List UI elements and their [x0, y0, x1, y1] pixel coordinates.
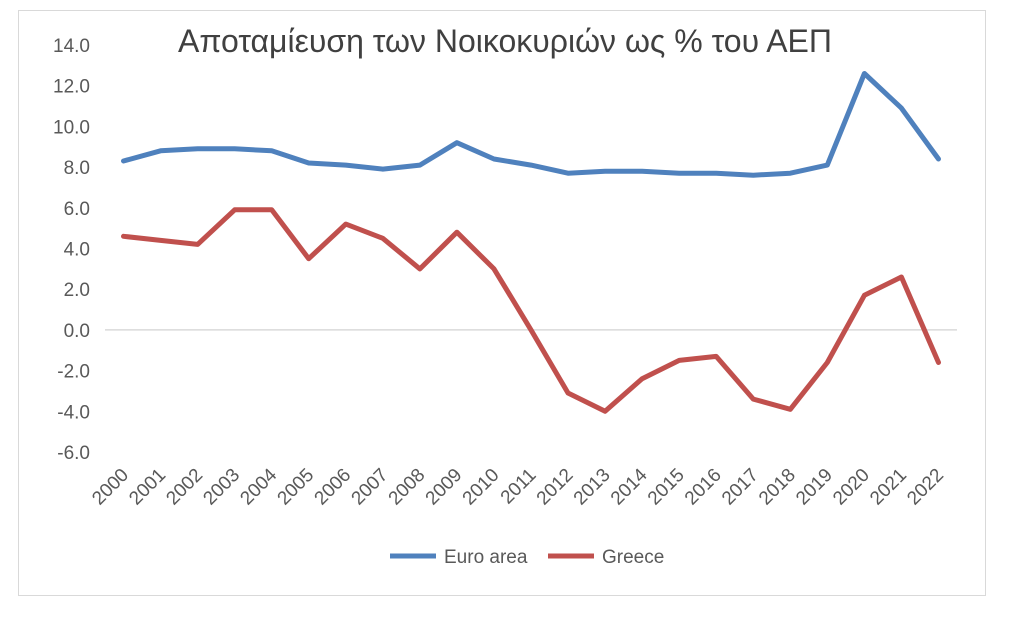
series-line-greece	[121, 207, 941, 414]
x-tick-label: 2018	[755, 465, 800, 510]
y-tick-label: -2.0	[57, 362, 90, 383]
x-tick-label: 2010	[459, 465, 504, 510]
x-tick-label: 2001	[125, 465, 170, 510]
x-tick-label: 2013	[570, 465, 615, 510]
y-tick-label: 12.0	[53, 77, 90, 98]
legend-label-greece: Greece	[602, 547, 664, 568]
y-tick-label: 6.0	[64, 199, 90, 220]
x-tick-label: 2016	[681, 465, 726, 510]
chart-area	[18, 10, 986, 596]
x-tick-label: 2020	[829, 465, 874, 510]
chart-title: Αποταμίευση των Νοικοκυριών ως % του ΑΕΠ	[178, 23, 832, 59]
x-tick-label: 2009	[422, 465, 467, 510]
x-tick-label: 2017	[718, 465, 763, 510]
series-lines	[121, 71, 941, 414]
x-tick-label: 2003	[199, 465, 244, 510]
x-tick-label: 2021	[866, 465, 911, 510]
x-tick-label: 2011	[497, 465, 541, 509]
y-tick-label: 10.0	[53, 117, 90, 138]
x-tick-label: 2019	[792, 465, 837, 510]
y-tick-label: 0.0	[64, 321, 90, 342]
y-tick-label: 4.0	[64, 240, 90, 261]
x-tick-label: 2007	[348, 465, 393, 510]
x-tick-label: 2014	[607, 464, 652, 509]
x-tick-label: 2012	[533, 465, 578, 510]
y-tick-label: 2.0	[64, 280, 90, 301]
x-tick-label: 2006	[311, 465, 356, 510]
x-tick-label: 2022	[903, 465, 948, 510]
x-tick-label: 2005	[274, 465, 319, 510]
legend: Euro area Greece	[390, 547, 664, 568]
x-tick-label: 2008	[385, 465, 430, 510]
x-tick-label: 2002	[162, 465, 207, 510]
y-tick-label: 8.0	[64, 158, 90, 179]
y-axis-ticks: 14.0 12.0 10.0 8.0 6.0 4.0 2.0 0.0 -2.0 -4.0 -6.0	[53, 36, 90, 464]
series-line-euro-area	[121, 71, 941, 178]
y-tick-label: -4.0	[57, 402, 90, 423]
x-tick-label: 2000	[88, 465, 133, 510]
x-tick-label: 2015	[644, 465, 689, 510]
x-tick-label: 2004	[236, 464, 281, 509]
y-tick-label: -6.0	[57, 443, 90, 464]
y-tick-label: 14.0	[53, 36, 90, 57]
x-axis-ticks: 2000200120022003200420052006200720082009…	[88, 464, 948, 509]
legend-label-euro-area: Euro area	[444, 547, 528, 568]
